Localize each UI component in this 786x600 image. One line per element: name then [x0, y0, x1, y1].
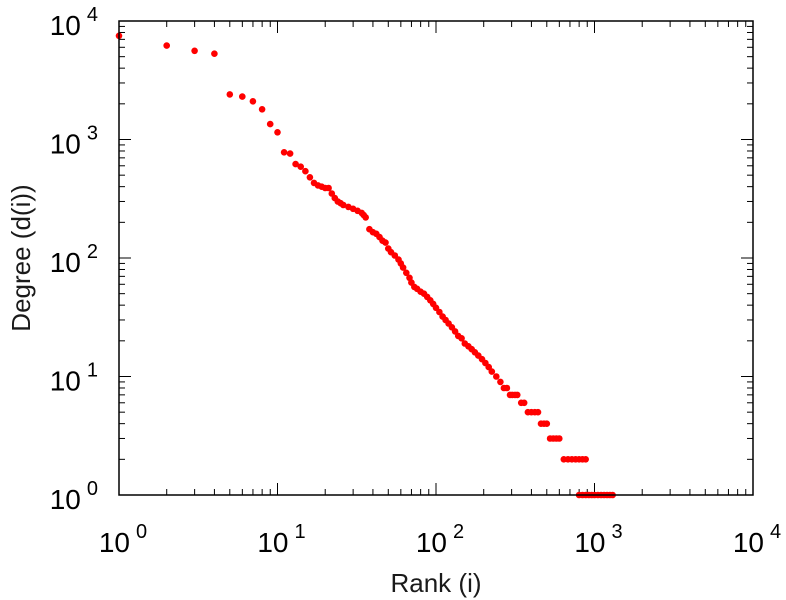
data-point [497, 378, 504, 386]
data-point [514, 391, 521, 399]
data-point [280, 149, 288, 156]
data-point [534, 408, 542, 416]
axis-ticks [118, 21, 753, 496]
x-tick-label: 10 4 [733, 521, 781, 558]
data-point [266, 120, 274, 128]
y-tick-label: 10 3 [50, 123, 98, 160]
data-point [226, 91, 234, 98]
data-point [488, 368, 496, 375]
data-point [340, 201, 347, 209]
data-point [325, 184, 332, 192]
data-point [258, 106, 266, 113]
data-point [556, 435, 563, 442]
y-axis-title: Degree (d(i)) [6, 184, 36, 331]
data-points [115, 32, 616, 499]
data-point [493, 373, 500, 380]
data-point [382, 239, 389, 246]
x-tick-label: 10 3 [574, 521, 622, 558]
y-tick-label: 10 2 [50, 241, 98, 278]
data-point [543, 420, 551, 428]
x-axis-title: Rank (i) [390, 568, 481, 598]
x-tick-label: 10 0 [99, 521, 147, 558]
data-point [520, 399, 528, 407]
y-tick-label: 10 4 [50, 4, 98, 41]
data-point [191, 47, 198, 55]
data-point [503, 384, 511, 392]
data-point [306, 174, 314, 181]
data-point [297, 163, 305, 170]
data-point [436, 308, 443, 316]
plot-frame [118, 20, 754, 496]
data-point [302, 167, 309, 175]
data-point [362, 214, 370, 221]
data-point [274, 129, 281, 136]
data-point [211, 50, 218, 57]
tick-labels: 10 0 10 1 10 2 10 3 10 4 10 0 10 1 10 2 10 3 10 4 [50, 4, 781, 558]
x-tick-label: 10 1 [257, 521, 305, 558]
data-point [163, 42, 170, 49]
data-point [239, 93, 246, 100]
data-point [286, 150, 294, 157]
data-point [582, 456, 589, 463]
y-tick-label: 10 0 [50, 478, 98, 515]
data-point [403, 269, 410, 277]
y-tick-label: 10 1 [50, 360, 98, 397]
data-point [458, 335, 465, 342]
x-tick-label: 10 2 [416, 521, 464, 558]
data-point [399, 264, 407, 271]
data-point [249, 98, 257, 105]
data-point [292, 160, 299, 168]
